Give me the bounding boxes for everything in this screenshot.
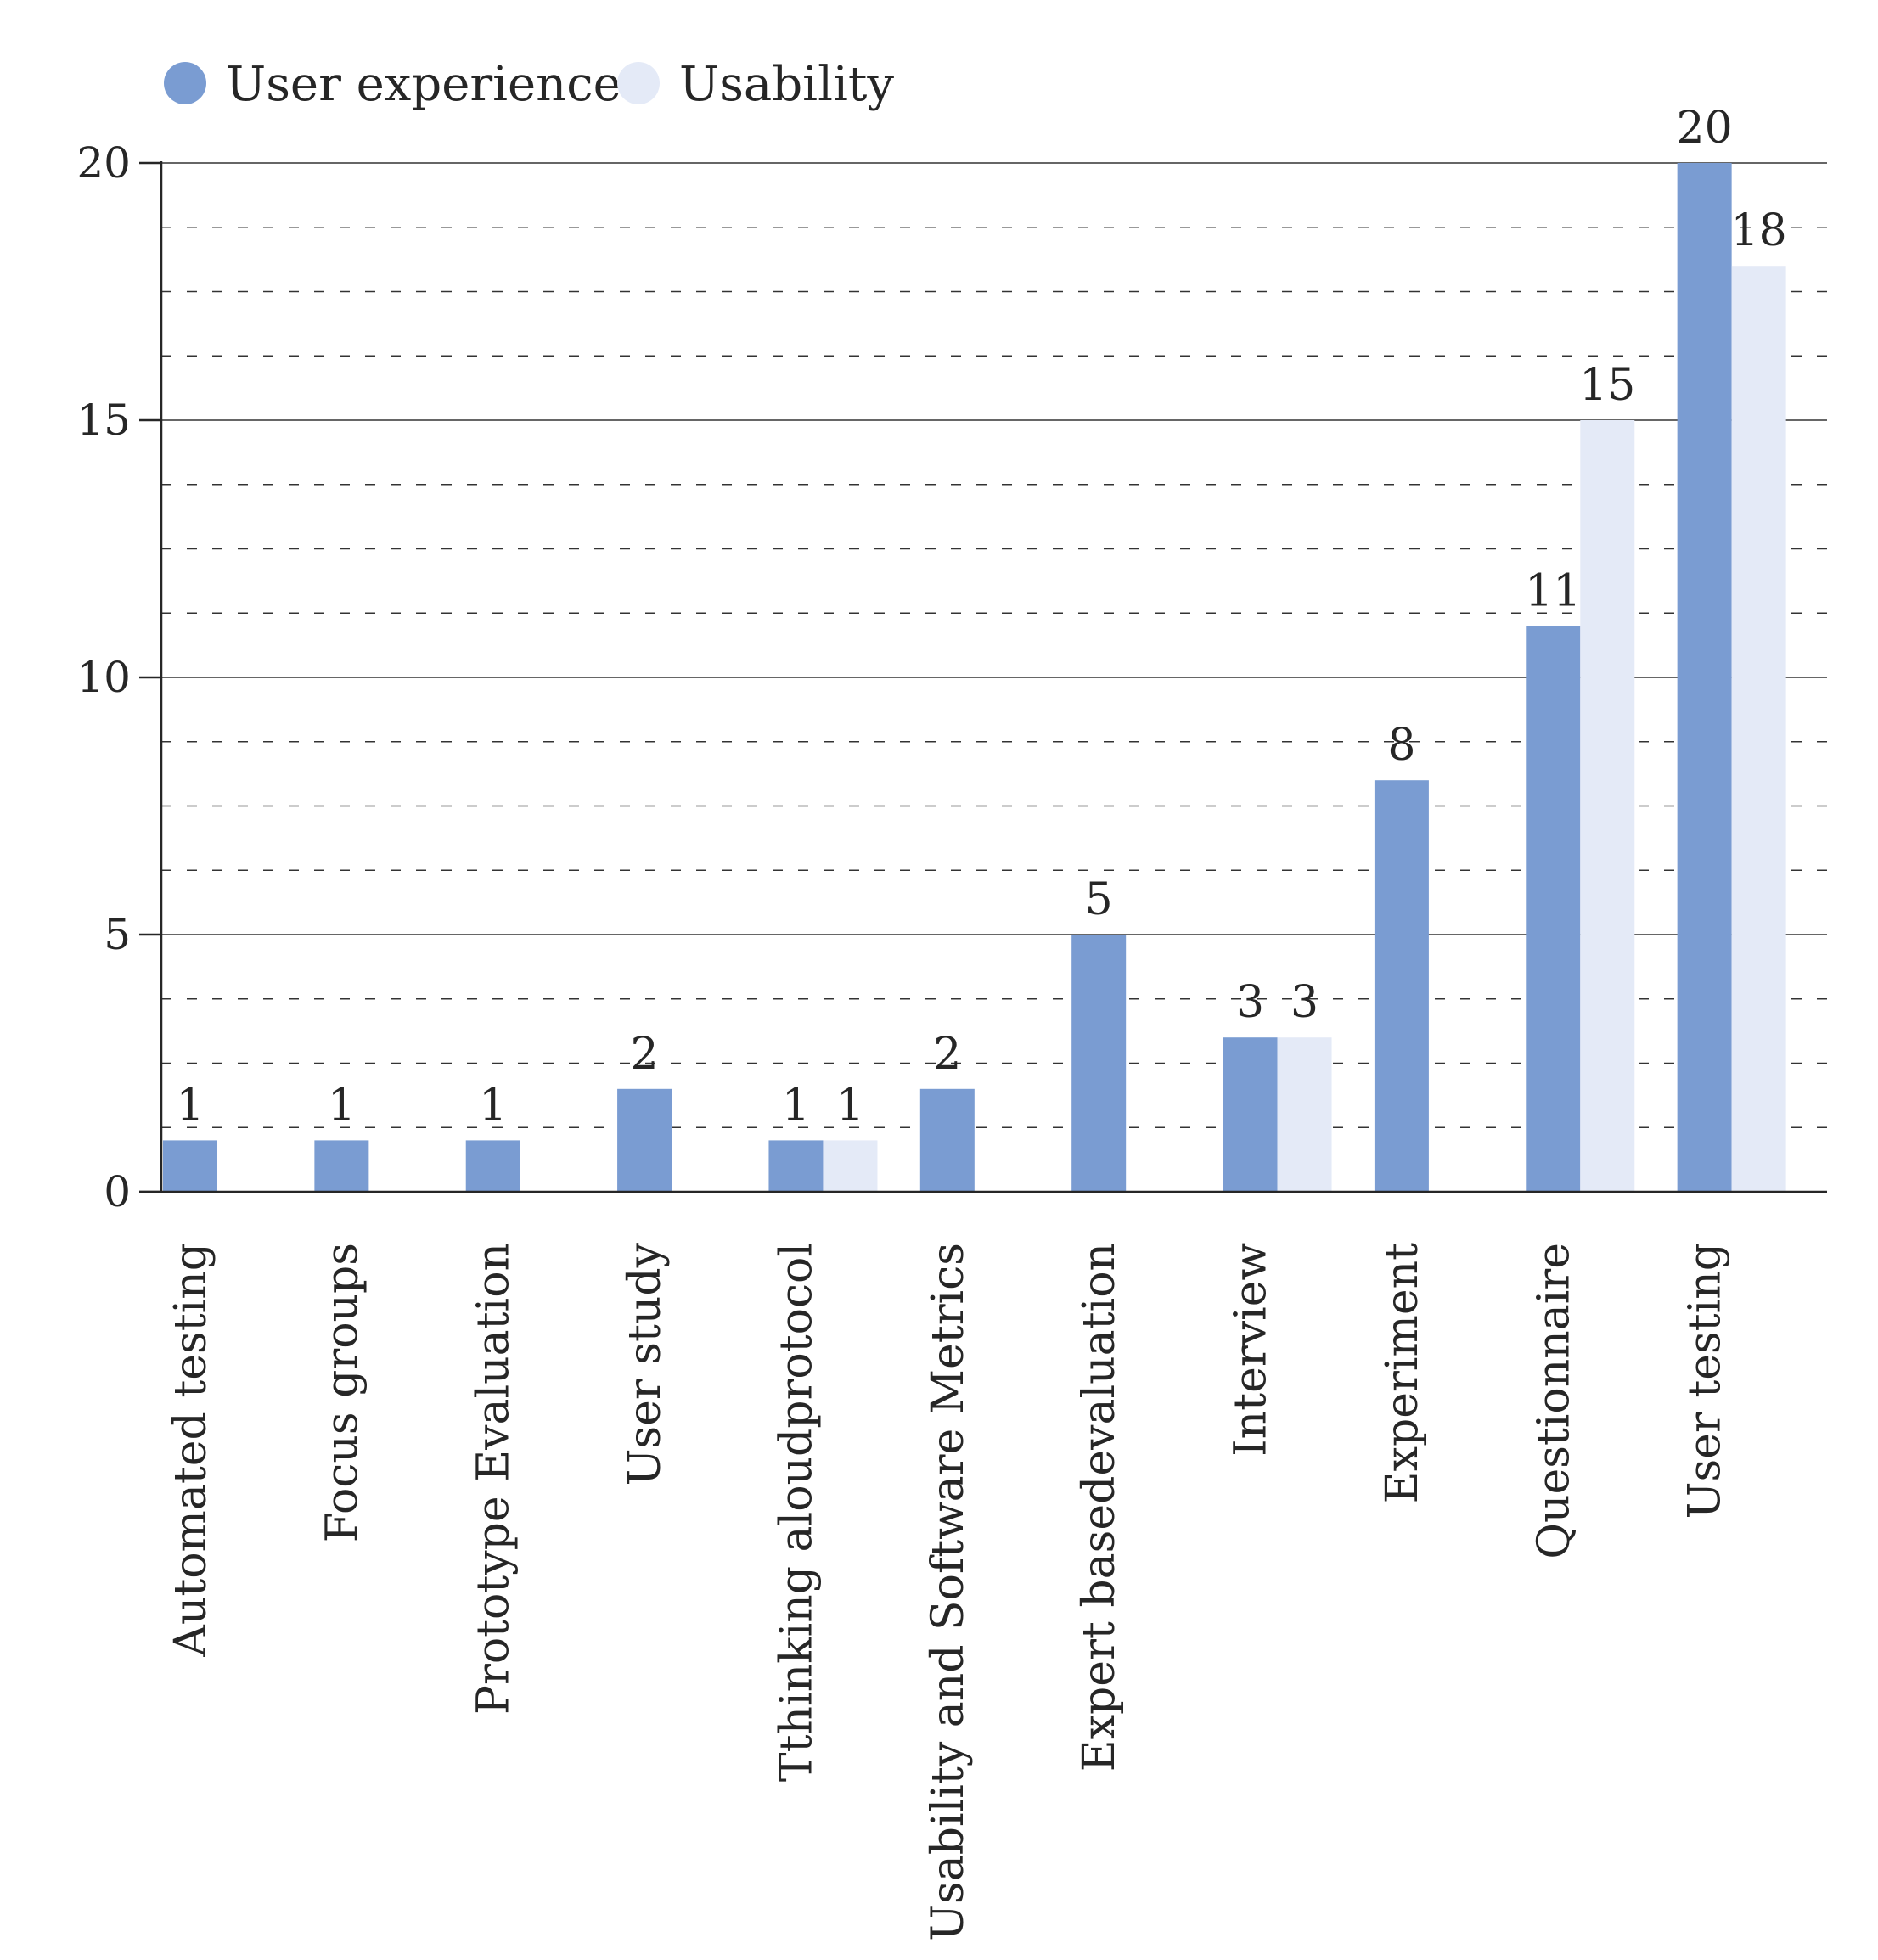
legend-swatch <box>617 62 660 104</box>
y-tick-label: 5 <box>104 910 131 959</box>
bar-user-experience-10 <box>1677 163 1732 1192</box>
legend-swatch <box>164 62 206 104</box>
x-category-label: Interview <box>1226 1243 1277 1457</box>
bar-usability-9 <box>1580 420 1635 1192</box>
data-label: 20 <box>1677 103 1733 154</box>
data-label: 18 <box>1731 205 1787 256</box>
data-label: 1 <box>782 1080 810 1131</box>
data-label: 2 <box>933 1029 961 1080</box>
data-label: 3 <box>1290 977 1319 1028</box>
bar-user-experience-7 <box>1223 1037 1278 1192</box>
y-tick-label: 15 <box>76 396 131 445</box>
data-label: 11 <box>1525 565 1581 616</box>
data-label: 1 <box>836 1080 864 1131</box>
data-label: 1 <box>328 1080 356 1131</box>
x-category-label: User study <box>620 1242 671 1485</box>
legend-label: Usability <box>679 57 894 112</box>
bar-user-experience-6 <box>1071 935 1127 1192</box>
data-label: 8 <box>1387 720 1415 771</box>
x-category-label: Expert basedevaluation <box>1074 1243 1125 1772</box>
bars <box>163 163 1786 1193</box>
data-label: 1 <box>176 1080 204 1131</box>
x-category-label: Prototype Evaluation <box>469 1243 520 1715</box>
bar-usability-7 <box>1277 1037 1332 1192</box>
bar-user-experience-5 <box>919 1088 975 1192</box>
bar-user-experience-2 <box>465 1140 520 1192</box>
x-category-label: Experiment <box>1377 1243 1428 1503</box>
y-tick-label: 0 <box>104 1167 131 1216</box>
legend: User experience Usability <box>164 57 894 112</box>
y-tick-labels: 0 5 10 15 20 <box>76 138 161 1216</box>
x-category-labels: Automated testing Focus groups Prototype E… <box>166 1242 1731 1940</box>
x-category-label: Questionnaire <box>1528 1243 1579 1559</box>
x-category-label: User testing <box>1680 1243 1731 1519</box>
y-tick-label: 20 <box>76 138 131 188</box>
x-category-label: Tthinking aloudprotocol <box>771 1243 822 1782</box>
x-category-label: Usability and Software Metrics <box>923 1243 974 1941</box>
bar-user-experience-3 <box>617 1088 672 1192</box>
bar-usability-10 <box>1731 266 1786 1193</box>
data-label: 2 <box>631 1029 659 1080</box>
bar-user-experience-4 <box>768 1140 824 1192</box>
y-tick-label: 10 <box>76 653 131 702</box>
data-label: 15 <box>1579 360 1635 411</box>
x-category-label: Focus groups <box>317 1243 368 1542</box>
bar-user-experience-1 <box>314 1140 369 1192</box>
legend-label: User experience <box>226 57 621 112</box>
bar-usability-4 <box>823 1140 878 1192</box>
bar-user-experience-9 <box>1526 626 1581 1192</box>
x-category-label: Automated testing <box>166 1243 216 1658</box>
bar-user-experience-8 <box>1374 780 1429 1192</box>
data-label: 1 <box>479 1080 507 1131</box>
bar-user-experience-0 <box>163 1140 217 1192</box>
data-label: 5 <box>1085 874 1113 925</box>
data-label: 3 <box>1236 977 1264 1028</box>
